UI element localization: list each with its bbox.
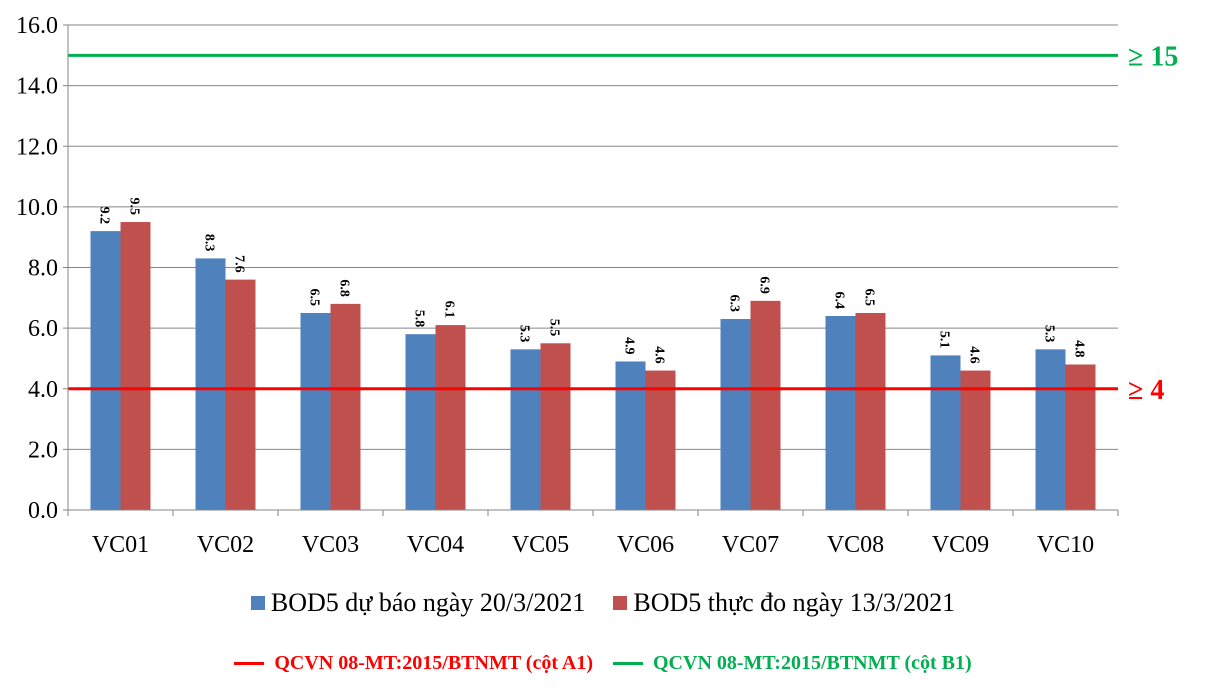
bar-vc02-s2: [225, 279, 256, 510]
bod5-bar-chart: 9.2 9.5 8.3 7.6 6.5 6.8 5.8 6.1 5.3 5.5 4.9 4.6 6.3 6…: [16, 13, 1178, 558]
y-tick-label: 8.0: [28, 256, 58, 282]
bar-vc06-s1: [615, 361, 646, 510]
data-label: 5.3: [1042, 325, 1057, 343]
legend-label-a1: QCVN 08-MT:2015/BTNMT (cột A1): [274, 652, 593, 674]
legend-swatch-forecast: [250, 596, 265, 610]
bar-vc03-s1: [300, 312, 331, 510]
bar-vc03-s2: [330, 303, 361, 510]
y-tick-label: 4.0: [28, 377, 58, 403]
x-tick-label: VC08: [827, 532, 884, 558]
bar-vc10-s1: [1035, 349, 1066, 510]
x-tick-label: VC09: [932, 532, 989, 558]
legend-swatch-measured: [613, 596, 628, 610]
bar-vc07-s1: [720, 319, 751, 510]
legend-item-b1: QCVN 08-MT:2015/BTNMT (cột B1): [613, 652, 972, 675]
bar-vc06-s2: [645, 370, 676, 510]
x-tick-label: VC01: [92, 532, 149, 558]
bar-vc04-s1: [405, 334, 436, 510]
data-label: 5.1: [937, 331, 952, 349]
data-label: 7.6: [232, 255, 247, 273]
data-label: 4.6: [967, 346, 982, 364]
reference-lines-layer: ≥ 4 ≥ 15: [68, 41, 1178, 406]
legend-item-a1: QCVN 08-MT:2015/BTNMT (cột A1): [234, 652, 593, 675]
data-label: 8.3: [202, 234, 217, 252]
legend-label-measured: BOD5 thực đo ngày 13/3/2021: [633, 588, 956, 617]
y-tick-label: 0.0: [28, 498, 58, 524]
reference-line-label: ≥ 4: [1128, 375, 1164, 406]
data-label: 9.5: [127, 198, 142, 216]
x-tick-label: VC04: [407, 532, 464, 558]
legend-label-forecast: BOD5 dự báo ngày 20/3/2021: [270, 588, 586, 617]
data-label: 6.5: [862, 288, 877, 306]
bar-vc10-s2: [1065, 364, 1096, 510]
axis-layer: 0.0 2.0 4.0 6.0 8.0 10.0 12.0 14.0 16.0 VC01 VC02 V…: [16, 13, 1119, 558]
reference-line-label: ≥ 15: [1128, 41, 1178, 72]
legend-item-forecast: BOD5 dự báo ngày 20/3/2021: [250, 588, 586, 618]
data-label: 6.3: [727, 295, 742, 313]
bar-vc05-s1: [510, 349, 541, 510]
data-label: 5.5: [547, 319, 562, 337]
bar-vc07-s2: [750, 300, 781, 510]
data-label: 6.8: [337, 279, 352, 297]
x-tick-label: VC05: [512, 532, 569, 558]
bars-layer: 9.2 9.5 8.3 7.6 6.5 6.8 5.8 6.1 5.3 5.5 4.9 4.6 6.3 6…: [90, 198, 1096, 510]
data-label: 9.2: [97, 207, 112, 225]
legend-line-a1: [234, 662, 265, 665]
bar-vc09-s2: [960, 370, 991, 510]
x-tick-label: VC06: [617, 532, 674, 558]
data-label: 6.5: [307, 288, 322, 306]
legend-label-b1: QCVN 08-MT:2015/BTNMT (cột B1): [653, 652, 972, 674]
data-label: 6.9: [757, 276, 772, 294]
x-tick-label: VC07: [722, 532, 779, 558]
bar-vc08-s1: [825, 316, 856, 510]
bar-vc01-s1: [90, 231, 121, 510]
x-tick-label: VC10: [1037, 532, 1094, 558]
bar-vc08-s2: [855, 312, 886, 510]
y-tick-label: 16.0: [16, 13, 58, 39]
data-label: 5.8: [412, 310, 427, 328]
data-label: 6.1: [442, 301, 457, 319]
y-tick-label: 10.0: [16, 195, 58, 221]
y-tick-label: 12.0: [16, 134, 58, 160]
x-tick-label: VC02: [197, 532, 254, 558]
bar-vc09-s1: [930, 355, 961, 510]
legend-item-measured: BOD5 thực đo ngày 13/3/2021: [613, 588, 955, 618]
bar-vc01-s2: [120, 222, 151, 510]
data-label: 4.6: [652, 346, 667, 364]
bar-vc05-s2: [540, 343, 571, 510]
reference-legend: QCVN 08-MT:2015/BTNMT (cột A1) QCVN 08-M…: [0, 652, 1206, 675]
data-label: 5.3: [517, 325, 532, 343]
x-tick-label: VC03: [302, 532, 359, 558]
y-tick-label: 6.0: [28, 316, 58, 342]
y-tick-label: 2.0: [28, 437, 58, 463]
data-label: 4.8: [1072, 340, 1087, 358]
legend-line-b1: [613, 662, 643, 665]
y-tick-label: 14.0: [16, 74, 58, 100]
series-legend: BOD5 dự báo ngày 20/3/2021 BOD5 thực đo …: [0, 588, 1206, 618]
data-label: 6.4: [832, 292, 847, 310]
data-label: 4.9: [622, 337, 637, 355]
bar-vc04-s2: [435, 325, 466, 510]
bar-vc02-s1: [195, 258, 226, 510]
